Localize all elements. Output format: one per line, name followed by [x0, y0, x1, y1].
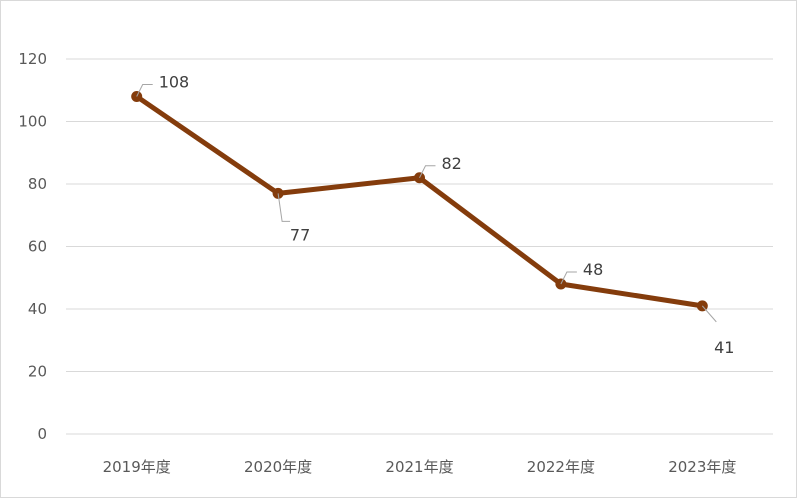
y-tick-label: 0 — [37, 425, 47, 443]
x-tick-label: 2023年度 — [668, 458, 736, 476]
y-tick-label: 120 — [18, 50, 47, 68]
data-label: 48 — [583, 260, 603, 279]
x-tick-label: 2020年度 — [244, 458, 312, 476]
series-line — [134, 94, 705, 309]
leader-line — [277, 193, 291, 222]
gridlines — [66, 58, 773, 435]
y-tick-label: 80 — [28, 175, 47, 193]
y-tick-label: 40 — [28, 300, 47, 318]
y-tick-label: 20 — [28, 363, 47, 381]
x-tick-label: 2021年度 — [385, 458, 453, 476]
leader-line — [560, 271, 577, 285]
y-axis-tick-labels: 0 20 40 60 80 100 120 — [18, 50, 47, 443]
data-label: 108 — [159, 73, 190, 92]
data-label: 77 — [290, 225, 310, 244]
leader-line — [136, 84, 153, 97]
leader-line — [419, 165, 436, 178]
x-tick-label: 2022年度 — [527, 458, 595, 476]
y-tick-label: 60 — [28, 238, 47, 256]
x-tick-label: 2019年度 — [103, 458, 171, 476]
series-line-group — [131, 91, 708, 312]
y-tick-label: 100 — [18, 113, 47, 131]
x-axis-tick-labels: 2019年度 2020年度 2021年度 2022年度 2023年度 — [103, 458, 737, 476]
data-label: 41 — [714, 338, 734, 357]
data-labels: 108 77 82 48 41 — [136, 73, 734, 357]
leader-line — [701, 305, 717, 323]
data-label: 82 — [442, 154, 462, 173]
